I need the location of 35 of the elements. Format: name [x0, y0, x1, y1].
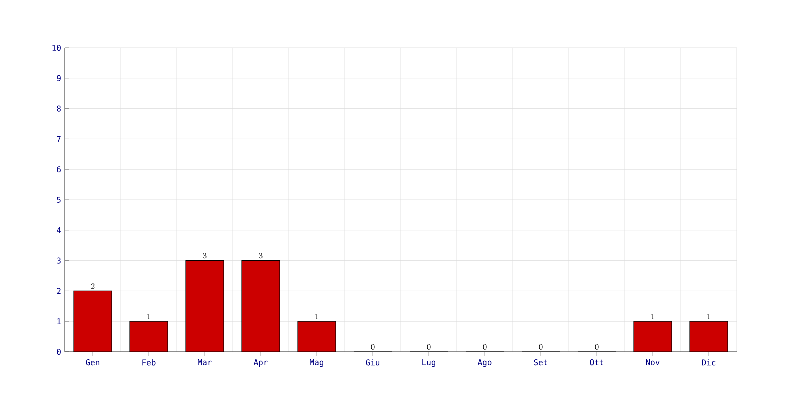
x-tick-label: Mar [198, 360, 212, 366]
x-tick-label: Lug [422, 360, 436, 368]
y-tick-label: 5 [57, 197, 61, 203]
x-tick-label: Dic [702, 360, 716, 366]
x-tick-label: Nov [646, 360, 660, 366]
data-label: 0 [427, 344, 431, 350]
data-label: 3 [259, 253, 263, 259]
x-tick-label: Gen [86, 360, 100, 366]
data-label: 1 [316, 314, 318, 320]
y-tick-label: 10 [52, 44, 61, 52]
y-tick-label: 4 [57, 227, 62, 234]
x-tick-label: Apr [254, 360, 268, 368]
y-tick-label: 9 [57, 75, 61, 82]
data-label: 1 [708, 314, 710, 320]
y-tick-label: 3 [57, 258, 61, 264]
y-tick-label: 7 [57, 136, 61, 142]
x-tick-label: Giu [366, 360, 380, 366]
y-tick-label: 2 [57, 288, 61, 294]
data-label: 0 [595, 344, 599, 350]
data-label: 3 [203, 253, 207, 259]
x-tick-label: Feb [142, 360, 156, 366]
x-tick-label: Ago [478, 360, 492, 368]
y-tick-label: 6 [57, 166, 61, 173]
y-tick-label: 8 [57, 106, 61, 112]
data-label: 1 [148, 314, 150, 320]
data-label: 0 [371, 344, 375, 350]
data-label: 1 [652, 314, 654, 320]
data-label: 0 [483, 344, 487, 350]
x-tick-label: Mag [310, 360, 324, 368]
y-tick-label: 0 [57, 348, 61, 356]
data-label: 2 [91, 284, 95, 289]
y-tick-label: 1 [58, 318, 61, 325]
x-tick-label: Ott [590, 360, 604, 366]
data-label: 0 [539, 344, 543, 350]
x-tick-label: Set [534, 360, 548, 366]
